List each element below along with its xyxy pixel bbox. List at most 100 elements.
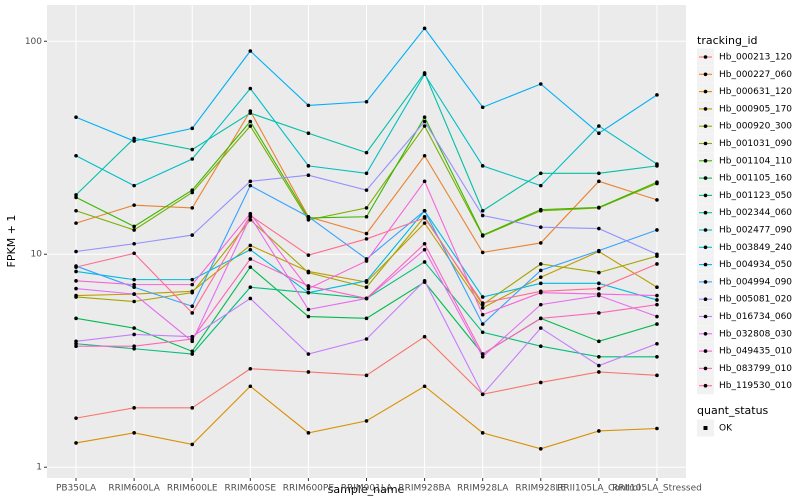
point xyxy=(422,334,427,339)
point xyxy=(364,285,369,290)
point xyxy=(248,247,253,252)
point xyxy=(538,82,543,86)
point xyxy=(655,285,659,290)
point xyxy=(306,286,311,291)
point xyxy=(248,265,253,269)
point xyxy=(538,447,543,451)
point xyxy=(538,275,543,280)
point xyxy=(248,86,253,91)
legend-label: Hb_001104_110 xyxy=(719,156,792,166)
point xyxy=(190,304,195,309)
point xyxy=(597,171,601,176)
point xyxy=(248,384,253,389)
point xyxy=(74,221,78,225)
point xyxy=(655,354,659,359)
point xyxy=(248,124,253,128)
point xyxy=(132,203,136,207)
point xyxy=(190,126,195,131)
point xyxy=(364,214,369,219)
point xyxy=(655,341,659,346)
legend-point xyxy=(703,349,708,353)
x-tick-label: RRIM928LE xyxy=(515,484,566,494)
x-tick-label: RRIM928LA xyxy=(457,484,509,494)
point xyxy=(538,302,543,307)
point xyxy=(655,314,659,319)
legend-label: Hb_032808_030 xyxy=(719,329,792,339)
point xyxy=(538,225,543,229)
legend-label: Hb_001105_160 xyxy=(719,174,792,184)
point xyxy=(480,322,485,326)
point xyxy=(538,344,543,349)
legend-label: Hb_000213_120 xyxy=(719,53,792,63)
point xyxy=(655,298,659,302)
point xyxy=(538,207,543,212)
legend-point xyxy=(703,245,708,250)
legend-label: Hb_016734_060 xyxy=(719,312,792,322)
point xyxy=(364,259,369,263)
point xyxy=(422,241,427,246)
legend-label: Hb_001031_090 xyxy=(719,139,792,149)
point xyxy=(248,243,253,248)
point xyxy=(422,72,427,77)
point xyxy=(597,339,601,344)
point xyxy=(655,426,659,431)
point xyxy=(538,171,543,176)
x-tick-label: RRIM600SE xyxy=(225,484,277,494)
legend-point xyxy=(703,124,708,128)
point xyxy=(74,279,78,283)
point xyxy=(597,205,601,210)
point xyxy=(480,295,485,299)
point xyxy=(306,173,311,178)
point xyxy=(248,183,253,188)
point xyxy=(306,270,311,275)
legend-label: Hb_000905_170 xyxy=(719,104,792,114)
legend-point xyxy=(703,55,708,59)
legend-label: Hb_002477_090 xyxy=(719,226,792,236)
point xyxy=(74,441,78,445)
point xyxy=(597,363,601,368)
point xyxy=(422,260,427,264)
point xyxy=(364,99,369,104)
point xyxy=(132,183,136,188)
point xyxy=(597,311,601,315)
legend-label: Hb_003849_240 xyxy=(719,243,792,253)
y-tick-label: 1 xyxy=(36,463,42,473)
point xyxy=(74,249,78,254)
legend-point xyxy=(703,72,708,77)
point xyxy=(422,279,427,283)
point xyxy=(538,268,543,273)
shape-legend-title: quant_status xyxy=(697,404,769,417)
point xyxy=(538,241,543,245)
point xyxy=(74,295,78,299)
point xyxy=(364,316,369,321)
point xyxy=(597,286,601,291)
point xyxy=(132,332,136,337)
point xyxy=(74,286,78,291)
point xyxy=(248,119,253,124)
point xyxy=(655,322,659,326)
legend-title: tracking_id xyxy=(697,34,758,47)
point xyxy=(597,370,601,374)
point xyxy=(364,206,369,210)
point xyxy=(306,164,311,168)
point xyxy=(74,339,78,344)
x-tick-label: RRIM901LA xyxy=(341,484,393,494)
point xyxy=(306,131,311,136)
point xyxy=(132,326,136,330)
point xyxy=(306,253,311,257)
legend-label: Hb_002344_060 xyxy=(719,208,792,218)
point xyxy=(480,352,485,356)
point xyxy=(538,262,543,266)
legend-label: Hb_000920_300 xyxy=(719,122,792,132)
point xyxy=(655,293,659,298)
point xyxy=(74,193,78,197)
point xyxy=(74,416,78,420)
point xyxy=(306,352,311,356)
legend-label: Hb_000631_120 xyxy=(719,87,792,97)
point xyxy=(190,157,195,161)
point xyxy=(480,208,485,213)
point xyxy=(364,296,369,301)
legend-point xyxy=(703,383,708,388)
point xyxy=(597,429,601,433)
